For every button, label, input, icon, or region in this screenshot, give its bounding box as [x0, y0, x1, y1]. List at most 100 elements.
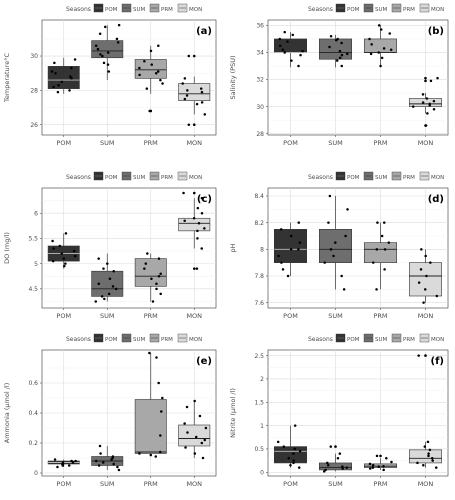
data-point [338, 56, 342, 60]
legend-label-mon: MON [431, 7, 444, 13]
data-point [148, 109, 151, 113]
data-point [143, 267, 146, 270]
data-point [58, 244, 62, 248]
panel-tag: (a) [196, 26, 212, 37]
box-iqr [91, 40, 124, 59]
panel-0: Seasons POM SUM PRM MON 26 28 30 POM SUM PRM MON Tem… [3, 3, 217, 147]
data-point [289, 248, 293, 251]
data-point [290, 59, 293, 62]
data-point [154, 455, 158, 458]
data-point [327, 221, 330, 224]
y-tick-label: 0.5 [254, 446, 264, 453]
data-point [193, 399, 196, 403]
data-point [334, 39, 338, 42]
y-tick-label: 8.4 [254, 193, 264, 200]
data-point [187, 54, 191, 58]
data-point [390, 460, 393, 464]
data-point [340, 41, 343, 45]
data-point [301, 49, 304, 53]
data-point [292, 459, 295, 462]
data-point [161, 396, 164, 400]
data-point [416, 461, 419, 465]
data-point [203, 227, 206, 230]
data-point [372, 261, 375, 264]
legend-label-pom: POM [105, 7, 118, 13]
y-tick-label: 0 [260, 469, 264, 476]
x-tick-label-pom: POM [56, 139, 71, 147]
data-point [150, 277, 153, 281]
box-iqr [363, 463, 397, 468]
data-point [200, 441, 204, 445]
panel-5: Seasons POM SUM PRM MON 0 0.5 1 1.5 2 2.5 POM SUM PRM… [229, 333, 449, 488]
data-point [200, 247, 203, 250]
data-point [422, 464, 425, 467]
data-point [286, 274, 290, 278]
data-point [107, 292, 111, 296]
legend-title: Seasons [308, 336, 333, 343]
data-point [159, 272, 162, 275]
data-point [51, 259, 55, 263]
box-iqr [134, 258, 167, 287]
y-tick-label: 8 [260, 247, 264, 254]
outlier-point [379, 454, 382, 458]
x-tick-label-pom: POM [283, 139, 298, 147]
legend: Seasons POM SUM PRM MON [308, 333, 444, 343]
data-point [73, 58, 77, 61]
data-point [198, 414, 202, 418]
data-point [73, 254, 77, 258]
data-point [342, 288, 346, 291]
data-point [97, 257, 100, 260]
data-point [328, 194, 332, 198]
data-point [324, 468, 327, 472]
plot-area [267, 19, 449, 136]
data-point [201, 456, 205, 460]
data-point [102, 61, 106, 65]
data-point [297, 221, 301, 224]
data-point [100, 295, 104, 298]
legend-label-prm: PRM [161, 337, 173, 343]
data-point [181, 82, 184, 85]
data-point [423, 445, 427, 448]
data-point [200, 101, 204, 104]
data-point [111, 285, 115, 288]
data-point [56, 90, 60, 94]
panel-tag: (d) [428, 194, 444, 205]
outlier-point [192, 54, 196, 58]
data-point [144, 262, 148, 265]
data-point [427, 454, 430, 458]
data-point [200, 211, 204, 215]
data-point [186, 89, 189, 92]
data-point [156, 70, 160, 73]
data-point [286, 40, 289, 43]
x-tick-label-prm: PRM [373, 312, 387, 320]
outlier-point [334, 445, 337, 448]
data-point [422, 301, 425, 304]
panel-4: Seasons POM SUM PRM MON 0 0.2 0.4 0.6 POM SUM PRM MO… [3, 333, 217, 488]
box-sum [91, 253, 124, 302]
data-point [138, 73, 141, 77]
box-iqr [318, 38, 352, 60]
data-point [428, 448, 432, 452]
x-tick-label-prm: PRM [144, 139, 158, 147]
data-point [417, 354, 420, 357]
legend-label-pom: POM [105, 175, 118, 181]
data-point [380, 28, 383, 31]
data-point [203, 438, 207, 442]
data-point [70, 77, 73, 80]
data-point [107, 70, 111, 73]
x-tick-label-sum: SUM [100, 312, 115, 320]
outlier-point [424, 354, 427, 357]
data-point [283, 30, 286, 34]
data-point [203, 113, 207, 116]
data-point [196, 237, 199, 240]
y-tick-label: 4.5 [28, 286, 38, 293]
data-point [68, 89, 71, 92]
data-point [281, 48, 285, 52]
box-pom [47, 57, 80, 94]
legend-label-pom: POM [347, 175, 360, 181]
data-point [340, 274, 343, 278]
data-point [297, 466, 301, 469]
legend: Seasons POM SUM PRM MON [66, 3, 202, 13]
panel-2: Seasons POM SUM PRM MON 4.5 5 5.5 6 POM SUM PRM MON D… [3, 171, 217, 320]
legend-title: Seasons [308, 174, 333, 181]
